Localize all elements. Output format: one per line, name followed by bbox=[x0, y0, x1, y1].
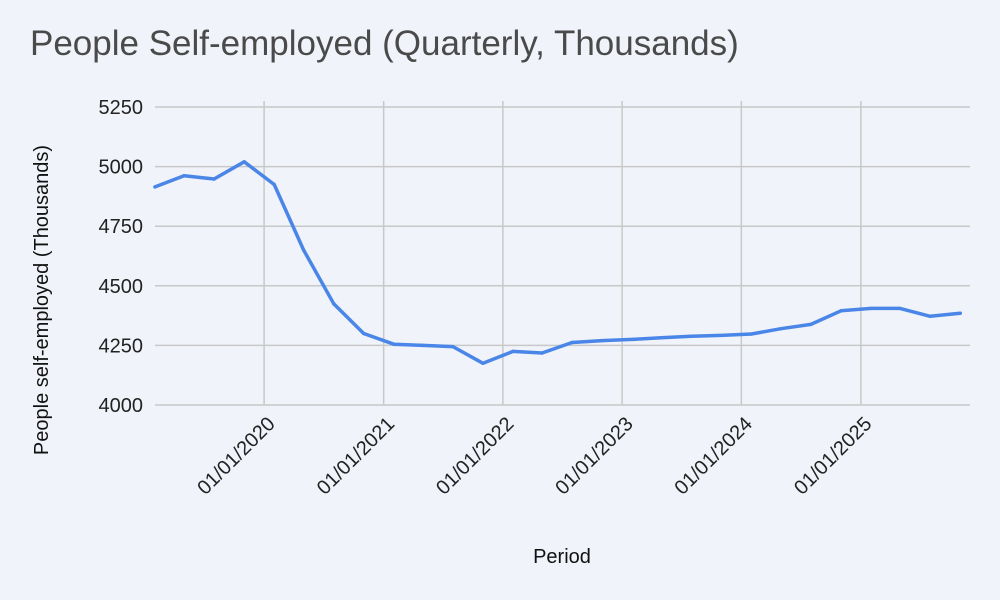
data-point bbox=[958, 311, 962, 315]
data-point bbox=[242, 160, 246, 164]
data-point bbox=[689, 334, 694, 338]
x-tick-label: 01/01/2022 bbox=[432, 413, 518, 499]
y-tick-label: 4250 bbox=[99, 335, 144, 357]
data-point bbox=[749, 332, 754, 336]
grid bbox=[155, 101, 970, 406]
series-line bbox=[153, 160, 962, 366]
series-layer bbox=[153, 160, 962, 366]
data-point bbox=[809, 322, 813, 327]
x-tick-label: 01/01/2024 bbox=[671, 413, 757, 499]
y-tick-label: 4500 bbox=[99, 276, 144, 298]
data-point bbox=[421, 343, 425, 348]
data-point bbox=[928, 314, 932, 318]
data-point bbox=[630, 337, 634, 342]
y-tick-label: 5000 bbox=[99, 157, 144, 179]
data-point bbox=[659, 336, 663, 340]
x-axis-label: Period bbox=[533, 546, 591, 568]
data-point bbox=[719, 333, 724, 338]
data-point bbox=[779, 327, 783, 331]
data-point bbox=[869, 306, 873, 311]
x-tick-label: 01/01/2021 bbox=[313, 413, 399, 499]
y-axis-label: People self-employed (Thousands) bbox=[31, 145, 53, 455]
chart-title: People Self-employed (Quarterly, Thousan… bbox=[30, 24, 739, 63]
data-point bbox=[272, 182, 276, 187]
x-tick-label: 01/01/2023 bbox=[551, 413, 637, 499]
data-point bbox=[898, 306, 902, 311]
x-tick-label: 01/01/2020 bbox=[193, 413, 279, 499]
data-point bbox=[511, 349, 515, 354]
y-tick-label: 4000 bbox=[99, 395, 144, 417]
data-point bbox=[839, 309, 843, 313]
data-point bbox=[301, 248, 306, 252]
data-point bbox=[332, 302, 336, 306]
y-tick-label: 4750 bbox=[99, 216, 144, 238]
data-point bbox=[392, 342, 396, 346]
y-axis-ticks: 4000 4250 4500 4750 5000 5250 bbox=[99, 97, 144, 417]
x-tick-label: 01/01/2025 bbox=[790, 413, 876, 499]
data-point bbox=[182, 174, 186, 178]
y-tick-label: 5250 bbox=[99, 97, 144, 119]
data-point bbox=[362, 331, 366, 336]
data-point bbox=[540, 351, 544, 355]
data-point bbox=[212, 177, 216, 181]
data-point bbox=[153, 185, 157, 189]
data-point bbox=[451, 344, 455, 349]
data-point bbox=[570, 340, 574, 345]
data-point bbox=[481, 361, 485, 365]
data-point bbox=[600, 338, 604, 343]
x-axis-ticks: 01/01/2020 01/01/2021 01/01/2022 01/01/2023… bbox=[193, 413, 876, 499]
